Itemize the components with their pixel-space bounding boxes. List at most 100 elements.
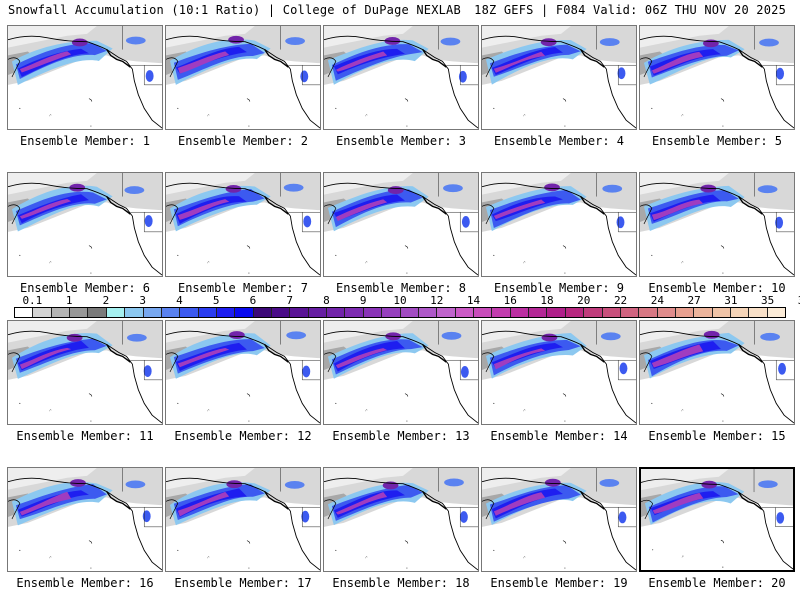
hawaii-islands — [720, 393, 725, 397]
ensemble-map[interactable] — [323, 172, 479, 277]
panhandle-coast — [737, 491, 763, 510]
ensemble-panel[interactable]: Ensemble Member: 1 — [7, 25, 163, 148]
snow-band-dark-blue — [17, 194, 89, 224]
colorbar-tick-label: 4 — [176, 294, 183, 307]
snow-area-canada — [760, 332, 780, 341]
hawaii-islands — [246, 245, 251, 249]
island-dot — [564, 125, 566, 127]
island-dot — [207, 555, 210, 559]
ensemble-panel[interactable]: Ensemble Member: 2 — [165, 25, 321, 148]
colorbar-tick-label: 35 — [760, 294, 775, 307]
ensemble-map[interactable] — [481, 467, 637, 572]
snowfall-map — [482, 468, 636, 571]
ensemble-map[interactable] — [639, 25, 795, 130]
snow-max-purple — [703, 330, 720, 339]
ensemble-map[interactable] — [481, 25, 637, 130]
panhandle-coast — [580, 196, 605, 215]
island-dot — [177, 254, 179, 256]
ensemble-map[interactable] — [639, 320, 795, 425]
ensemble-panel[interactable]: Ensemble Member: 3 — [323, 25, 479, 148]
land-trace — [8, 468, 97, 490]
snow-area-canada — [127, 333, 147, 342]
island-dot — [49, 113, 52, 117]
coastline — [482, 182, 636, 276]
snow-area-rockies — [778, 362, 787, 375]
island-dot — [523, 408, 526, 412]
aleutian-coast — [8, 352, 21, 373]
island-dot — [365, 408, 368, 412]
ensemble-panel[interactable]: Ensemble Member: 19 — [481, 467, 637, 590]
colorbar-swatch — [657, 308, 676, 317]
snow-band-purple — [493, 492, 546, 516]
ensemble-map[interactable] — [323, 467, 479, 572]
snow-area-rockies — [302, 365, 311, 378]
ensemble-panel[interactable]: Ensemble Member: 12 — [165, 320, 321, 443]
ensemble-map[interactable] — [7, 25, 163, 130]
ensemble-panel[interactable]: Ensemble Member: 16 — [7, 467, 163, 590]
political-borders — [596, 173, 636, 233]
colorbar-swatch — [363, 308, 383, 317]
island-dot — [722, 272, 724, 274]
political-borders — [122, 321, 162, 381]
ensemble-map[interactable] — [481, 320, 637, 425]
ensemble-member-label: Ensemble Member: 2 — [177, 134, 309, 148]
ensemble-map[interactable] — [639, 172, 795, 277]
colorbar-swatch — [216, 308, 236, 317]
land-trace — [166, 173, 255, 195]
ensemble-member-label: Ensemble Member: 7 — [177, 281, 309, 295]
aleutian-coast — [482, 204, 495, 225]
colorbar: 0.1123456789101214161820222427313539 — [14, 294, 800, 318]
ensemble-panel[interactable]: Ensemble Member: 13 — [323, 320, 479, 443]
aleutian-coast — [640, 204, 653, 225]
colorbar-tick-label: 12 — [430, 294, 444, 307]
ensemble-member-label: Ensemble Member: 18 — [332, 576, 470, 590]
ensemble-panel[interactable]: Ensemble Member: 17 — [165, 467, 321, 590]
ensemble-panel[interactable]: Ensemble Member: 7 — [165, 172, 321, 295]
ensemble-panel[interactable]: Ensemble Member: 4 — [481, 25, 637, 148]
ensemble-panel[interactable]: Ensemble Member: 11 — [7, 320, 163, 443]
coastline — [166, 477, 320, 571]
ensemble-map[interactable] — [7, 320, 163, 425]
snow-area-canada — [124, 186, 145, 195]
ensemble-map[interactable] — [165, 25, 321, 130]
ensemble-map[interactable] — [165, 172, 321, 277]
ensemble-member-label: Ensemble Member: 3 — [335, 134, 467, 148]
coastline — [641, 478, 793, 570]
colorbar-swatch — [290, 308, 309, 317]
ensemble-panel[interactable]: Ensemble Member: 10 — [639, 172, 795, 295]
ensemble-map[interactable] — [481, 172, 637, 277]
ensemble-map[interactable] — [323, 320, 479, 425]
ensemble-map[interactable] — [165, 320, 321, 425]
hawaii-islands — [562, 98, 567, 102]
snow-band-purple — [177, 51, 230, 74]
snowfall-map — [166, 321, 320, 424]
island-dot — [49, 555, 52, 559]
ensemble-panel[interactable]: Ensemble Member: 8 — [323, 172, 479, 295]
snow-max-purple — [228, 35, 244, 44]
snow-max-purple — [701, 480, 718, 489]
colorbar-tick-labels: 0.1123456789101214161820222427313539 — [14, 294, 800, 307]
ensemble-map[interactable] — [7, 172, 163, 277]
ensemble-panel[interactable]: Ensemble Member: 5 — [639, 25, 795, 148]
colorbar-swatch — [33, 308, 52, 317]
ensemble-map[interactable] — [639, 467, 795, 572]
ensemble-map[interactable] — [7, 467, 163, 572]
ensemble-member-label: Ensemble Member: 9 — [493, 281, 625, 295]
colorbar-swatch — [400, 308, 419, 317]
ensemble-panel[interactable]: Ensemble Member: 20 — [639, 467, 795, 590]
ensemble-map[interactable] — [165, 467, 321, 572]
hawaii-islands — [404, 98, 409, 102]
land-trace — [166, 468, 255, 490]
snow-area-rockies — [301, 510, 310, 523]
ensemble-panel[interactable]: Ensemble Member: 15 — [639, 320, 795, 443]
ensemble-map[interactable] — [323, 25, 479, 130]
ensemble-panel[interactable]: Ensemble Member: 14 — [481, 320, 637, 443]
hawaii-islands — [404, 245, 409, 249]
coastline — [324, 330, 478, 424]
island-dot — [523, 113, 526, 117]
snow-area-canada — [441, 331, 462, 340]
ensemble-panel[interactable]: Ensemble Member: 18 — [323, 467, 479, 590]
ensemble-panel[interactable]: Ensemble Member: 6 — [7, 172, 163, 295]
ensemble-panel[interactable]: Ensemble Member: 9 — [481, 172, 637, 295]
snow-band-blue — [489, 340, 581, 376]
